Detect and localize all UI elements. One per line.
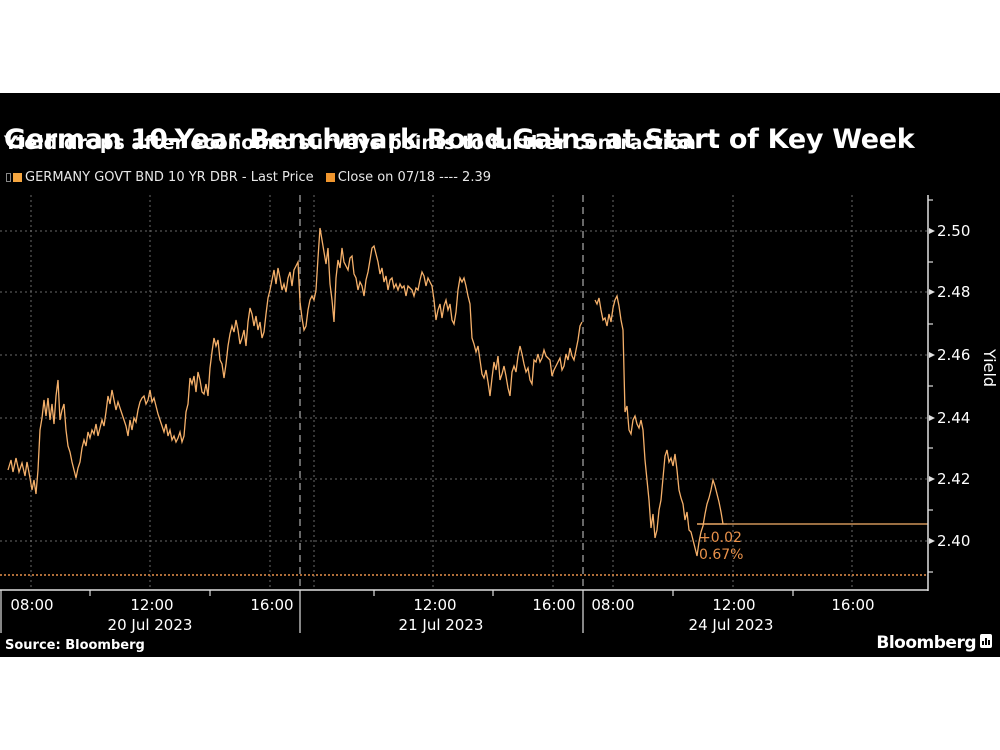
svg-text:2.50: 2.50 [937, 222, 970, 240]
svg-text:2.48: 2.48 [937, 283, 970, 301]
x-axis [0, 589, 928, 633]
svg-text:2.46: 2.46 [937, 346, 970, 364]
svg-text:2.42: 2.42 [937, 470, 970, 488]
svg-text:24 Jul 2023: 24 Jul 2023 [689, 616, 774, 634]
svg-text:08:00: 08:00 [591, 596, 634, 614]
svg-text:12:00: 12:00 [130, 596, 173, 614]
vertical-gridlines [30, 195, 853, 590]
svg-text:16:00: 16:00 [250, 596, 293, 614]
legend-label: GERMANY GOVT BND 10 YR DBR - Last Price [25, 170, 314, 185]
svg-text:2.40: 2.40 [937, 532, 970, 550]
x-tick-labels: 08:00 12:00 16:00 12:00 16:00 08:00 12:0… [10, 596, 874, 634]
svg-text:12:00: 12:00 [712, 596, 755, 614]
source-note: Source: Bloomberg [5, 638, 145, 653]
chart-title: German 10-Year Benchmark Bond Gains at S… [4, 124, 915, 155]
y-tick-labels: 2.50 2.48 2.46 2.44 2.42 2.40 [937, 222, 970, 550]
legend-toggle-icon[interactable] [6, 173, 11, 182]
change-annotation: +0.02 0.67% [699, 530, 743, 564]
y-axis-title: Yield [980, 348, 999, 387]
change-value: +0.02 [699, 530, 742, 546]
change-percent: 0.67% [699, 547, 744, 563]
chart-subtitle: Yield drops after economic surveys point… [4, 132, 696, 154]
horizontal-gridlines [0, 230, 927, 542]
svg-text:16:00: 16:00 [532, 596, 575, 614]
day-separators [299, 195, 584, 590]
bloomberg-chart-icon [980, 634, 992, 648]
svg-text:16:00: 16:00 [831, 596, 874, 614]
svg-text:20 Jul 2023: 20 Jul 2023 [108, 616, 193, 634]
legend-item-close: Close on 07/18 ---- 2.39 [325, 170, 491, 185]
legend-swatch-icon [13, 173, 22, 182]
legend-label: Close on 07/18 ---- 2.39 [337, 170, 491, 185]
svg-text:12:00: 12:00 [413, 596, 456, 614]
bloomberg-logo: Bloomberg [876, 633, 976, 653]
legend-item-last-price: GERMANY GOVT BND 10 YR DBR - Last Price [13, 170, 314, 185]
svg-text:21 Jul 2023: 21 Jul 2023 [399, 616, 484, 634]
legend-swatch-icon [325, 173, 335, 182]
y-axis [927, 195, 935, 591]
yield-series-line [7, 227, 583, 495]
svg-text:2.44: 2.44 [937, 409, 970, 427]
yield-series-line-day3 [594, 294, 727, 557]
svg-text:08:00: 08:00 [10, 596, 53, 614]
legend: GERMANY GOVT BND 10 YR DBR - Last Price … [6, 170, 503, 185]
